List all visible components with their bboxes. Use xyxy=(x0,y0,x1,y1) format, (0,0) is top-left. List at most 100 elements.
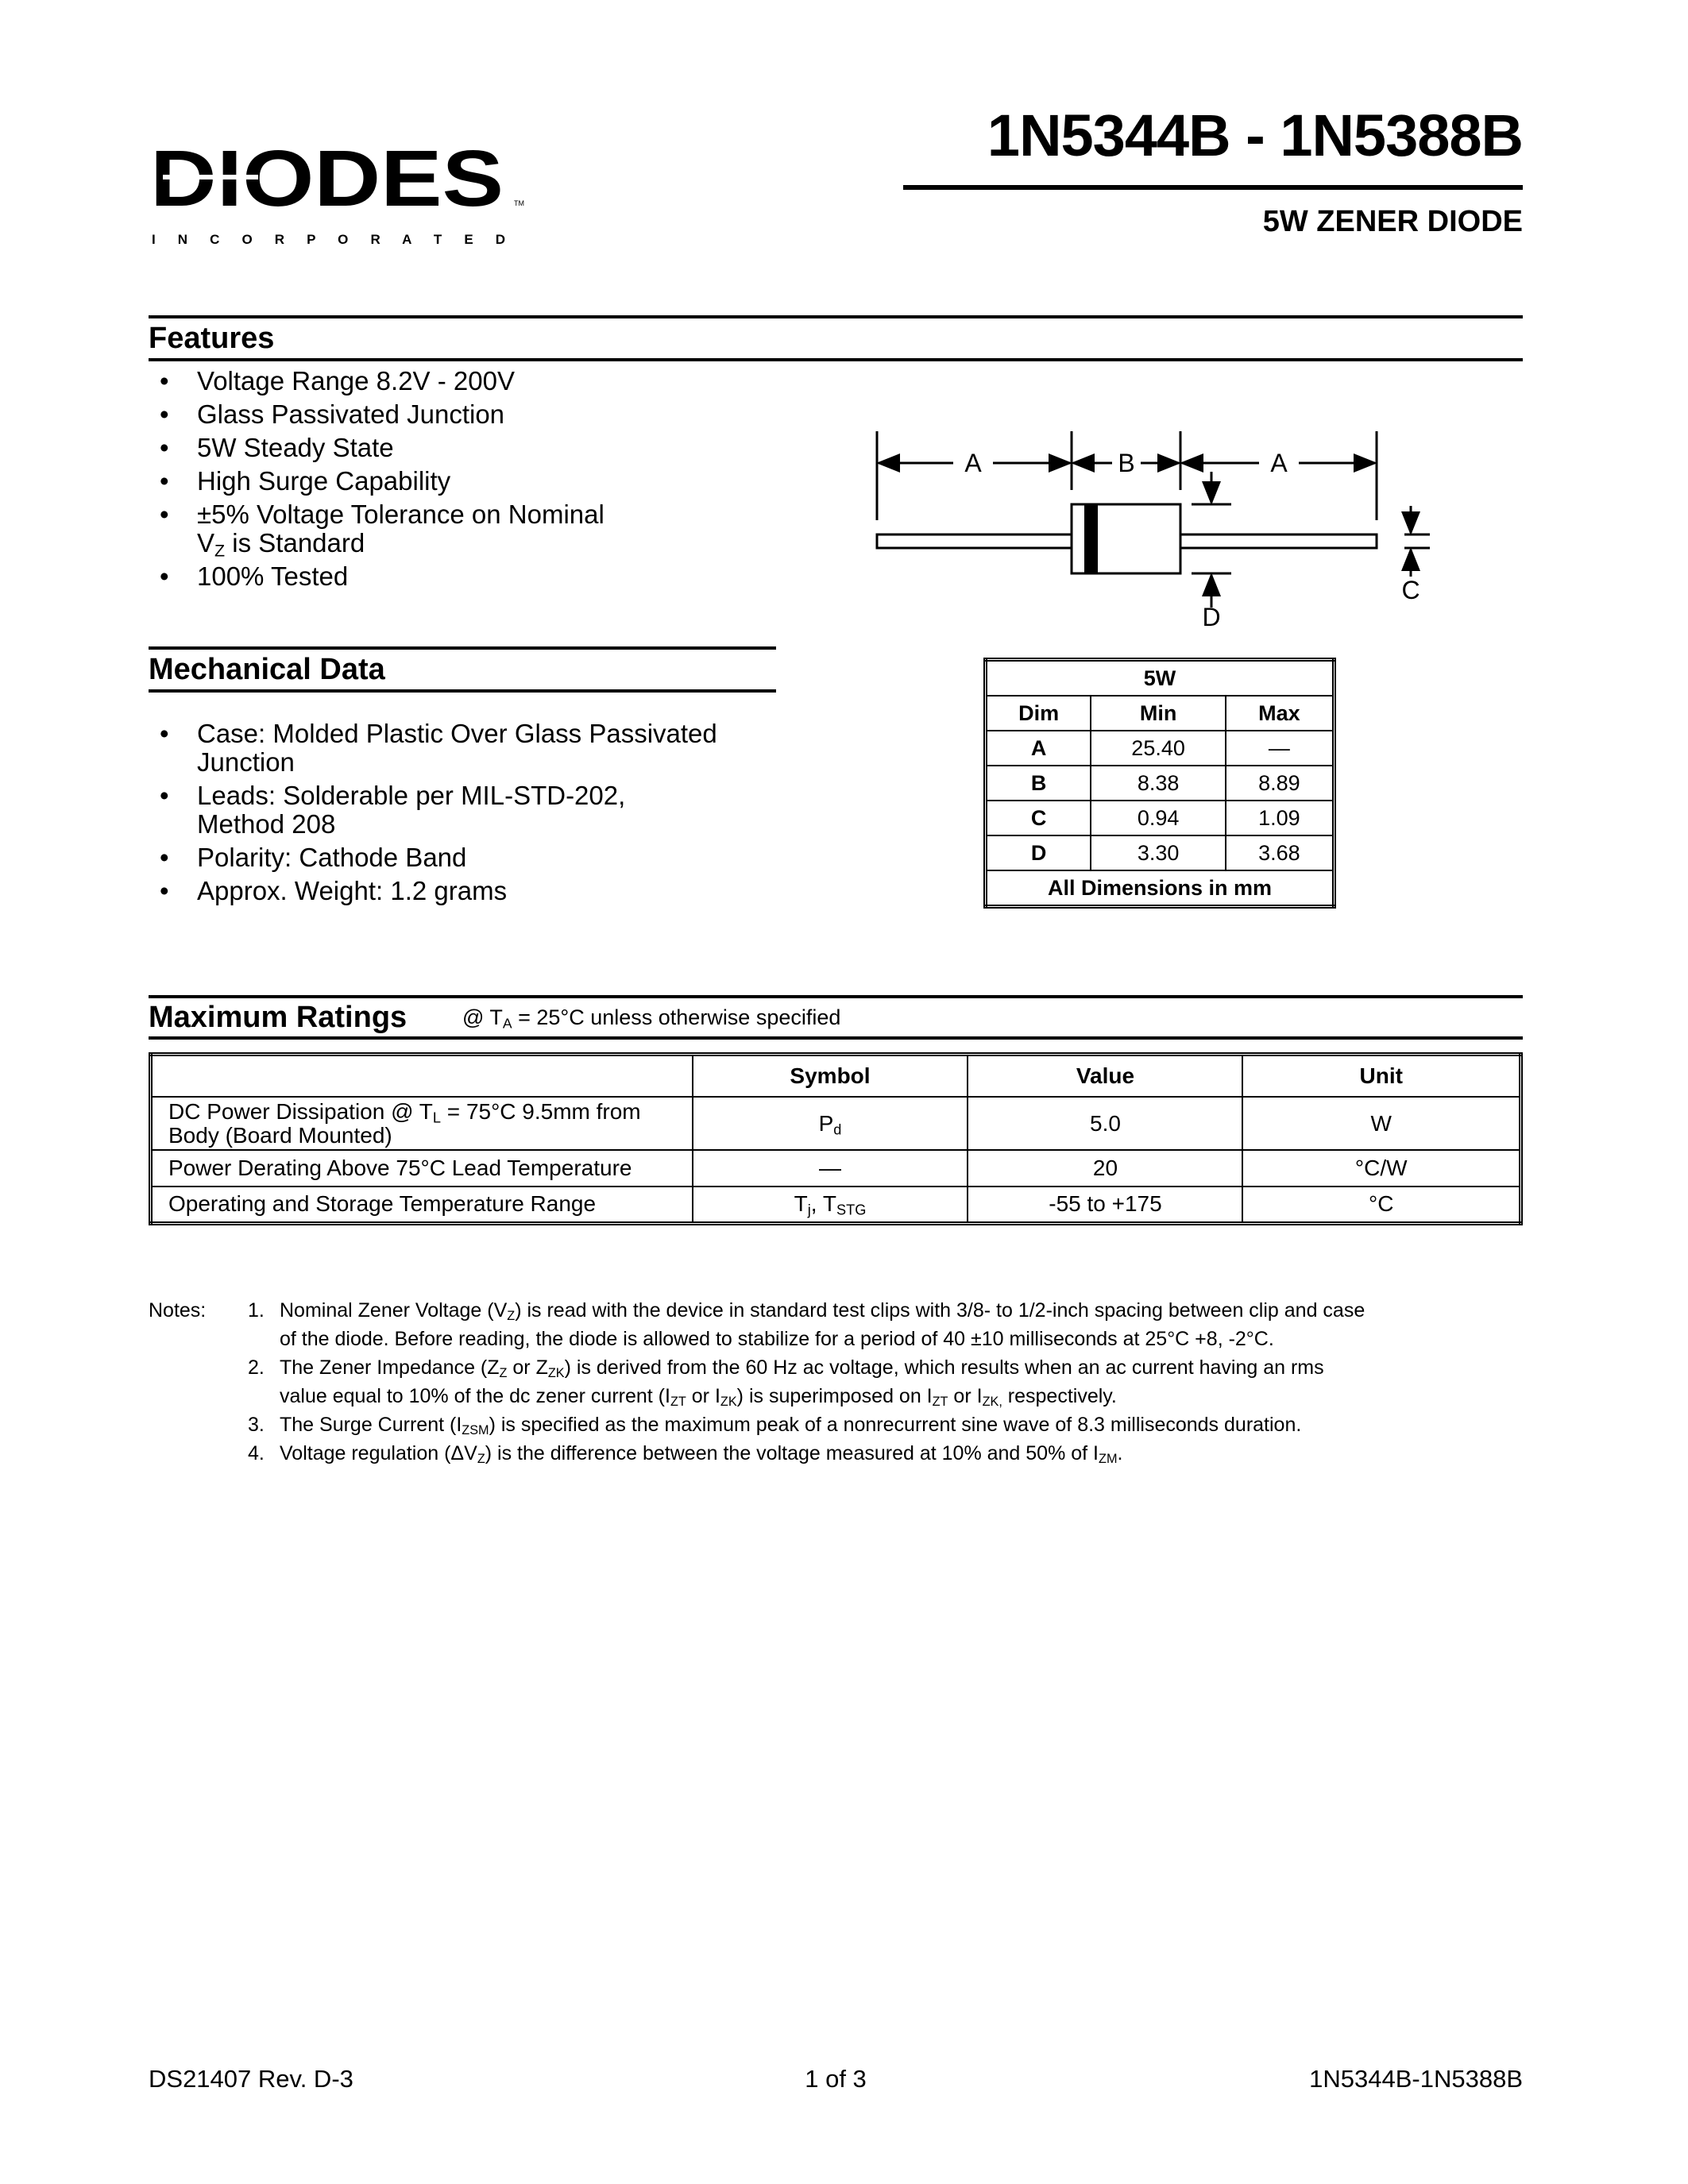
text-segment: ) is the difference between the voltage … xyxy=(485,1442,1099,1464)
dim-cell: D xyxy=(984,835,1092,871)
text-segment: T xyxy=(794,1191,808,1217)
text-segment: Approx. Weight: 1.2 grams xyxy=(197,876,508,905)
subscript-text: d xyxy=(833,1121,842,1138)
notes: Notes: 1. Nominal Zener Voltage (VZ) is r… xyxy=(149,1296,1365,1468)
text-segment: Voltage regulation (ΔV xyxy=(280,1442,477,1464)
rating-description: Operating and Storage Temperature Range xyxy=(149,1186,693,1224)
text-segment: DC Power Dissipation @ T xyxy=(168,1098,433,1124)
text-segment: 100% Tested xyxy=(197,561,349,591)
dim-cell: 8.89 xyxy=(1224,765,1335,801)
rating-unit: °C xyxy=(1242,1186,1522,1224)
dim-cell: 0.94 xyxy=(1090,800,1226,836)
text-segment: Case: Molded Plastic Over Glass Passivat… xyxy=(197,719,717,748)
text-segment: ±5% Voltage Tolerance on Nominal xyxy=(197,500,605,529)
dim-cell: 25.40 xyxy=(1090,730,1226,766)
logo-tm: TM xyxy=(514,199,524,207)
text-segment: Polarity: Cathode Band xyxy=(197,843,467,872)
dim-header: Dim xyxy=(984,695,1092,731)
table-row: A 25.40— xyxy=(984,730,1335,766)
features-heading: Features xyxy=(149,322,275,355)
text-segment: High Surge Capability xyxy=(197,466,451,496)
text-segment: of the diode. Before reading, the diode … xyxy=(280,1328,1274,1350)
text-segment: respectively. xyxy=(1002,1385,1117,1407)
dim-label-c: C xyxy=(1401,576,1420,604)
ratings-rule-top xyxy=(149,995,1523,998)
ratings-header: Unit xyxy=(1242,1053,1522,1098)
mechanical-text: Polarity: Cathode Band xyxy=(197,843,466,872)
subscript-text: ZSM xyxy=(462,1423,489,1438)
text-segment: The Surge Current (I xyxy=(280,1414,462,1436)
feature-text: Glass Passivated Junction xyxy=(197,399,504,429)
subscript-text: ZT xyxy=(670,1395,686,1410)
rating-symbol: Tj, TSTG xyxy=(691,1186,969,1224)
note-number: 3. xyxy=(248,1414,265,1436)
text-segment: , T xyxy=(810,1191,836,1217)
diodes-logo: DIODES TM I N C O R P O R A T E D xyxy=(150,139,524,247)
text-segment: @ T xyxy=(462,1005,503,1029)
note-text: The Zener Impedance (ZZ or ZZK) is deriv… xyxy=(280,1356,1324,1410)
note-text: Voltage regulation (ΔVZ) is the differen… xyxy=(280,1442,1123,1467)
dim-header: Min xyxy=(1090,695,1226,731)
ratings-rule-bottom xyxy=(149,1036,1523,1040)
mechanical-text: Case: Molded Plastic Over Glass Passivat… xyxy=(197,719,717,777)
note-item: 3. The Surge Current (IZSM) is specified … xyxy=(149,1410,1365,1439)
subscript-text: Z xyxy=(477,1452,485,1467)
rating-value: 5.0 xyxy=(967,1096,1244,1151)
table-row: B 8.38 8.89 xyxy=(984,765,1335,801)
title-rule xyxy=(903,185,1523,190)
rating-value: -55 to +175 xyxy=(967,1186,1244,1224)
note-item: 4. Voltage regulation (ΔVZ) is the differ… xyxy=(149,1439,1365,1468)
table-row: D 3.30 3.68 xyxy=(984,835,1335,871)
subscript-text: ZK xyxy=(547,1366,565,1381)
dim-cell: C xyxy=(984,800,1092,836)
text-segment: 5W Steady State xyxy=(197,433,394,462)
text-segment: ) is superimposed on I xyxy=(736,1385,933,1407)
text-segment: V xyxy=(197,528,215,558)
text-segment: or Z xyxy=(507,1356,548,1379)
subscript-text: Z xyxy=(499,1366,508,1381)
subscript-text: STG xyxy=(836,1202,867,1218)
text-segment: Operating and Storage Temperature Range xyxy=(168,1191,597,1217)
subscript-text: ZK xyxy=(720,1395,737,1410)
text-segment: Junction xyxy=(197,747,295,777)
text-segment: is Standard xyxy=(225,528,365,558)
dim-cell: 1.09 xyxy=(1224,800,1335,836)
lead-left xyxy=(875,533,1073,550)
subscript-text: ZK, xyxy=(982,1395,1002,1410)
dim-cell: — xyxy=(1224,730,1335,766)
document-subtitle: 5W ZENER DIODE xyxy=(1262,205,1523,238)
note-number: 2. xyxy=(248,1356,265,1379)
note-item: 2. The Zener Impedance (ZZ or ZZK) is der… xyxy=(149,1353,1365,1410)
feature-text: ±5% Voltage Tolerance on Nominal VZ is St… xyxy=(197,500,605,560)
text-segment: Leads: Solderable per MIL-STD-202, xyxy=(197,781,626,810)
dim-cell: 8.38 xyxy=(1090,765,1226,801)
dim-cell: A xyxy=(984,730,1092,766)
mechanical-heading: Mechanical Data xyxy=(149,653,385,686)
notes-label: Notes: xyxy=(149,1299,207,1322)
mechanical-rule-bottom xyxy=(149,689,776,693)
dim-cell: B xyxy=(984,765,1092,801)
note-text: The Surge Current (IZSM) is specified as… xyxy=(280,1414,1302,1438)
mechanical-item: • Case: Molded Plastic Over Glass Passiva… xyxy=(160,719,717,777)
text-segment: or I xyxy=(948,1385,983,1407)
dim-table-title: 5W xyxy=(984,658,1335,696)
rating-symbol: — xyxy=(691,1149,969,1187)
package-outline-diagram: A B A D C xyxy=(875,431,1430,631)
features-rule-top xyxy=(149,315,1523,318)
dimensions-table: 5W Dim Min Max A 25.40— B 8.38 8.89 C 0.94 1.… xyxy=(983,658,1336,909)
text-segment: The Zener Impedance (Z xyxy=(280,1356,500,1379)
rating-symbol: Pd xyxy=(691,1096,969,1151)
text-segment: value equal to 10% of the dc zener curre… xyxy=(280,1385,670,1407)
text-segment: Glass Passivated Junction xyxy=(197,399,505,429)
feature-item: • ±5% Voltage Tolerance on Nominal VZ is S… xyxy=(160,500,605,561)
note-number: 1. xyxy=(248,1299,265,1322)
dim-label-a: A xyxy=(964,449,982,477)
text-segment: Method 208 xyxy=(197,809,336,839)
text-segment: ) is specified as the maximum peak of a … xyxy=(489,1414,1302,1436)
rating-unit: °C/W xyxy=(1242,1149,1522,1187)
note-number: 4. xyxy=(248,1442,265,1464)
ratings-header xyxy=(149,1053,693,1098)
text-segment: . xyxy=(1117,1442,1123,1464)
rating-unit: W xyxy=(1242,1096,1522,1151)
mechanical-rule-top xyxy=(149,646,776,650)
